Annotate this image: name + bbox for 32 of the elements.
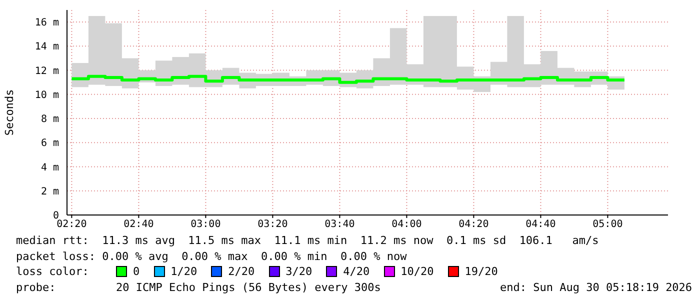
text: probe: bbox=[16, 280, 57, 295]
y-tick-label: 4 m bbox=[40, 162, 59, 174]
text: packet loss: 0.00 % avg 0.00 % max 0.00 % min 0.00 % now bbox=[16, 248, 408, 264]
y-tick-label: 10 m bbox=[34, 90, 59, 101]
x-tick-label: 03:20 bbox=[258, 219, 288, 230]
x-tick-label: 03:00 bbox=[190, 219, 221, 230]
text: 19/20 bbox=[464, 264, 498, 280]
text: median rtt: 11.3 ms avg 11.5 ms max 11.1 ms min 11.2 ms now 0.1 ms sd 106.1 am/s bbox=[16, 233, 600, 248]
y-tick-label: 6 m bbox=[40, 138, 59, 150]
x-tick-label: 05:00 bbox=[592, 219, 623, 230]
text: 0 bbox=[132, 264, 140, 280]
x-tick-label: 02:20 bbox=[56, 219, 87, 230]
x-tick-label: 02:40 bbox=[124, 219, 154, 230]
y-tick-label: 8 m bbox=[40, 114, 59, 126]
text: 3/20 bbox=[284, 264, 312, 280]
x-tick-label: 04:00 bbox=[392, 219, 422, 230]
y-tick-label: 16 m bbox=[34, 18, 59, 29]
y-tick-label: 14 m bbox=[34, 42, 59, 53]
text: 10/20 bbox=[400, 264, 434, 280]
y-tick-label: 2 m bbox=[40, 186, 59, 198]
text: 4/20 bbox=[342, 264, 370, 280]
x-tick-label: 04:20 bbox=[458, 219, 489, 230]
text: 20 ICMP Echo Pings (56 Bytes) every 300s bbox=[116, 280, 382, 295]
y-tick-label: 12 m bbox=[34, 66, 59, 77]
y-tick-label: 0 bbox=[52, 210, 59, 222]
x-tick-label: 03:40 bbox=[324, 219, 355, 230]
text: end: Sun Aug 30 05:18:19 2026 bbox=[500, 280, 692, 295]
y-axis-title: Seconds bbox=[2, 89, 16, 136]
x-tick-label: 04:40 bbox=[526, 219, 556, 230]
text: loss color: bbox=[16, 264, 90, 280]
text: 1/20 bbox=[170, 264, 198, 280]
text: 2/20 bbox=[227, 264, 255, 280]
